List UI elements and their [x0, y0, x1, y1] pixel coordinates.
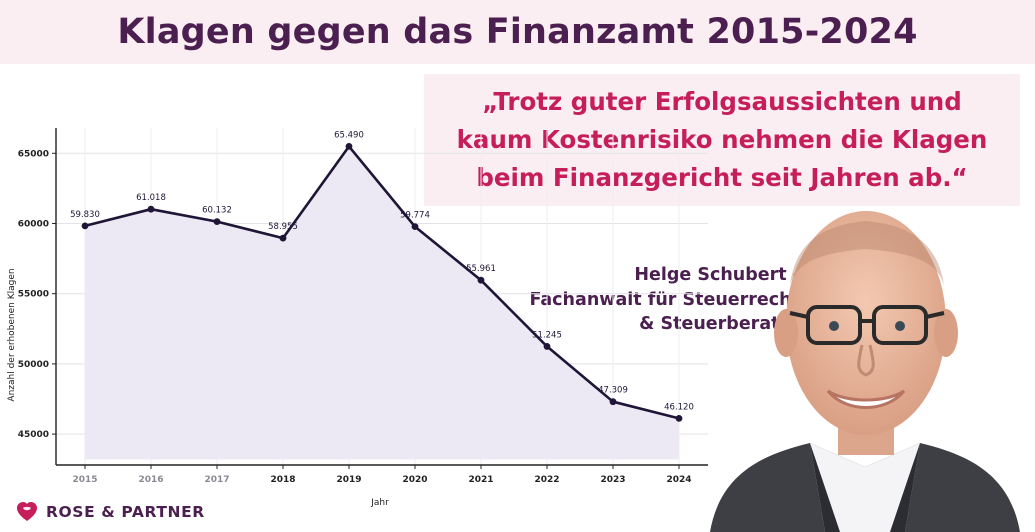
data-label: 60.132	[202, 206, 232, 216]
chart-y-ticks: 45000 50000 55000 60000 65000	[18, 149, 56, 440]
chart: 59.830 61.018 60.132 58.955 65.490 59.774 55.9…	[7, 128, 708, 508]
y-tick-label: 60000	[18, 219, 49, 229]
data-point	[147, 205, 155, 213]
y-tick-label: 65000	[18, 149, 49, 159]
y-tick-label: 50000	[18, 360, 49, 370]
y-axis-label: Anzahl der erhobenen Klagen	[7, 268, 17, 401]
x-tick-label: 2020	[402, 475, 427, 485]
quote-text: „Trotz guter Erfolgsaussichten und kaum …	[457, 83, 988, 197]
data-point	[609, 398, 617, 406]
data-point	[213, 218, 221, 226]
quote-line: „Trotz guter Erfolgsaussichten und	[482, 87, 962, 116]
speaker-name: Helge Schubert -	[634, 265, 800, 285]
data-point	[477, 276, 485, 284]
x-axis-label: Jahr	[370, 498, 389, 508]
data-label: 61.018	[136, 193, 166, 203]
data-point	[411, 223, 419, 231]
chart-axes	[55, 128, 708, 466]
page-title: Klagen gegen das Finanzamt 2015-2024	[117, 12, 918, 52]
x-tick-label: 2015	[72, 475, 97, 485]
chart-area-fill	[85, 146, 679, 460]
data-label: 55.961	[466, 264, 496, 274]
title-band: Klagen gegen das Finanzamt 2015-2024	[0, 0, 1035, 64]
data-point	[279, 234, 287, 242]
speaker-portrait	[710, 211, 1020, 532]
x-tick-label: 2024	[666, 475, 691, 485]
quote-box: „Trotz guter Erfolgsaussichten und kaum …	[424, 74, 1020, 206]
data-label: 59.830	[70, 210, 100, 220]
x-tick-label: 2016	[138, 475, 163, 485]
data-label: 59.774	[400, 211, 430, 221]
data-label: 47.309	[598, 386, 628, 396]
speaker-role: Fachanwalt für Steuerrecht	[529, 289, 800, 310]
data-label: 46.120	[664, 402, 694, 412]
chart-data-labels: 59.830 61.018 60.132 58.955 65.490 59.774 55.9…	[70, 130, 694, 412]
chart-points	[81, 142, 683, 422]
y-tick-label: 45000	[18, 430, 49, 440]
data-point	[543, 343, 551, 350]
data-label: 58.955	[268, 222, 298, 232]
data-point	[345, 142, 353, 150]
y-tick-label: 55000	[18, 290, 49, 300]
x-tick-label: 2021	[468, 475, 493, 485]
brand-name: ROSE & PARTNER	[46, 503, 205, 521]
brand-logo: ROSE & PARTNER	[16, 500, 205, 524]
data-point	[675, 414, 683, 422]
x-tick-label: 2017	[204, 475, 229, 485]
data-label: 51.245	[532, 330, 562, 340]
x-tick-label: 2018	[270, 475, 295, 485]
rose-logo-icon	[17, 502, 37, 521]
x-tick-label: 2019	[336, 475, 361, 485]
quote-line: beim Finanzgericht seit Jahren ab.“	[476, 163, 968, 192]
x-tick-label: 2022	[534, 475, 559, 485]
quote-line: kaum Kostenrisiko nehmen die Klagen	[456, 125, 988, 154]
data-label: 65.490	[334, 130, 364, 140]
x-tick-label: 2023	[600, 475, 625, 485]
data-point	[81, 222, 89, 230]
chart-series-line	[84, 145, 680, 420]
chart-x-ticks: 2015 2016 2017 2018 2019 2020 2021 2022 2023 2024	[72, 465, 692, 485]
